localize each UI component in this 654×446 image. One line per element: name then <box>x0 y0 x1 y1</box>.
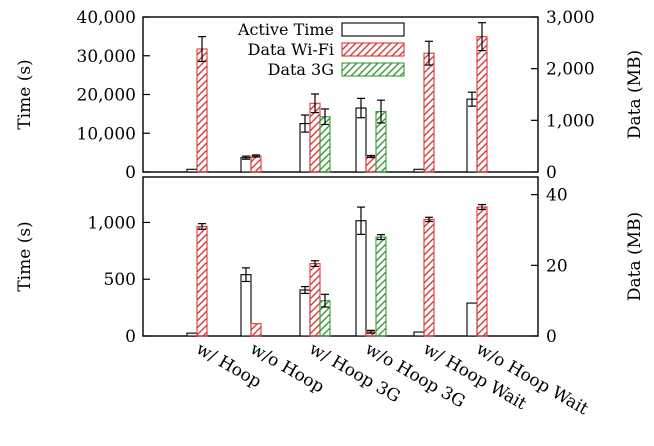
bar-active-time <box>240 157 252 173</box>
right-tick-label: 40 <box>546 186 568 206</box>
bar-active-time <box>186 332 198 337</box>
bar-active-time <box>299 289 311 337</box>
bar-data-wi-fi <box>476 36 488 173</box>
y-axis-label-right: Data (MB) <box>625 212 645 301</box>
bar-active-time <box>355 220 367 337</box>
bar-data-wi-fi <box>196 225 208 337</box>
bar-data-3g <box>375 236 387 337</box>
left-tick-label: 1,000 <box>87 213 136 233</box>
right-tick-label: 2,000 <box>546 60 595 80</box>
right-tick-label: 0 <box>546 163 557 183</box>
bar-data-wi-fi <box>423 52 435 173</box>
left-tick-label: 20,000 <box>77 86 136 106</box>
bar-active-time <box>186 168 198 173</box>
bar-data-wi-fi <box>250 323 262 337</box>
y-axis-label-left: Time (s) <box>15 59 35 129</box>
right-tick-label: 1,000 <box>546 111 595 131</box>
bar-data-wi-fi <box>476 206 488 337</box>
y-axis-label-left: Time (s) <box>15 221 35 291</box>
y-axis-label-right: Data (MB) <box>625 50 645 139</box>
bar-active-time <box>240 274 252 337</box>
left-tick-label: 30,000 <box>77 47 136 67</box>
bar-data-wi-fi <box>196 48 208 173</box>
legend-label: Active Time <box>237 20 334 39</box>
bar-active-time <box>466 302 478 337</box>
right-tick-label: 3,000 <box>546 8 595 28</box>
bar-active-time <box>466 98 478 173</box>
left-tick-label: 0 <box>125 327 136 347</box>
bar-data-wi-fi <box>365 155 377 173</box>
left-tick-label: 0 <box>125 163 136 183</box>
chart-panel-1: 0 10,000 20,000 30,000 40,000 0 1,000 2,000 3,00… <box>15 8 645 183</box>
legend-swatch <box>341 22 405 37</box>
bar-active-time <box>413 168 425 173</box>
bar-data-wi-fi <box>309 102 321 173</box>
right-tick-label: 20 <box>546 256 568 276</box>
legend-swatch <box>341 42 405 57</box>
left-tick-label: 500 <box>104 270 136 290</box>
left-tick-label: 40,000 <box>77 8 136 28</box>
bar-data-wi-fi <box>309 263 321 337</box>
right-tick-label: 0 <box>546 327 557 347</box>
plot-frame <box>142 176 539 337</box>
bar-data-wi-fi <box>423 218 435 337</box>
legend-label: Data 3G <box>268 60 334 79</box>
legend-label: Data Wi-Fi <box>248 40 334 59</box>
bar-data-wi-fi <box>250 155 262 173</box>
bar-active-time <box>413 331 425 337</box>
chart-panel-2: 0 500 1,000 0 20 40 Time (s) Data (MB) <box>15 176 645 347</box>
legend-swatch <box>341 62 405 77</box>
left-tick-label: 10,000 <box>77 124 136 144</box>
